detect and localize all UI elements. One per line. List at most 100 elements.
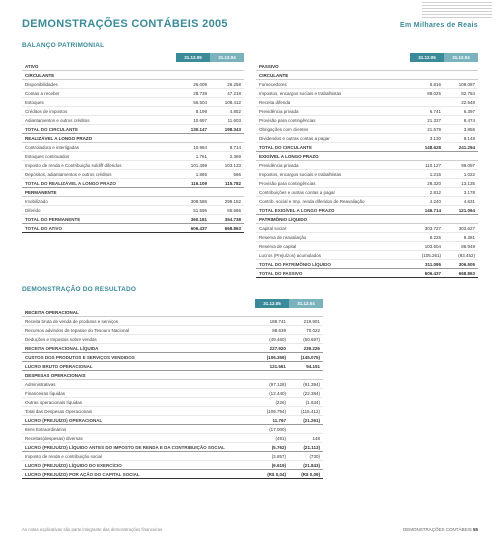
row-val1: (9.619) (255, 461, 289, 470)
row-label: Estoques continuados (22, 152, 176, 161)
row-val2: (93.452) (444, 251, 478, 260)
row-label: TOTAL DO PERMANENTE (22, 215, 176, 224)
row-val2: (R$ 0,09) (289, 470, 323, 479)
row-val2: 566 (210, 170, 244, 179)
row-val1: 8.199 (176, 107, 210, 116)
row-val1: (R$ 0,04) (255, 470, 289, 479)
row-val1: (5.762) (255, 443, 289, 452)
row-val2 (444, 152, 478, 161)
row-label: DESPESAS OPERACIONAIS (22, 371, 255, 380)
row-label: Previdência privada (256, 107, 410, 116)
row-label: Obrigações com clientes (256, 125, 410, 134)
row-val1: 51.595 (176, 206, 210, 215)
row-label: Receitas(despesas) diversas (22, 434, 255, 443)
row-val1: 4.240 (410, 197, 444, 206)
row-label: Impostos, encargos sociais e trabalhista… (256, 89, 410, 98)
row-val1: 103.504 (410, 242, 444, 251)
row-val1: 3.130 (410, 134, 444, 143)
row-val2: 109.087 (444, 80, 478, 89)
row-label: ATIVO (22, 62, 176, 71)
row-val2: (115.412) (289, 407, 323, 416)
row-label: REALIZÁVEL A LONGO PRAZO (22, 134, 176, 143)
row-val2: 4.852 (210, 107, 244, 116)
row-label: Previdência privada (256, 161, 410, 170)
row-val1: 26.009 (176, 80, 210, 89)
row-val2 (289, 308, 323, 317)
row-val2: 219.901 (289, 317, 323, 326)
row-val1: 101.499 (176, 161, 210, 170)
row-val2 (444, 215, 478, 224)
row-label: LUCRO (PREJUÍZO) LÍQUIDO ANTES DO IMPOST… (22, 443, 255, 452)
row-label: Disponibilidades (22, 80, 176, 89)
page-number: DEMONSTRAÇÕES CONTÁBEIS 55 (403, 527, 478, 532)
row-val2 (444, 71, 478, 80)
row-val2: 115.782 (210, 179, 244, 188)
row-label: Imposto de renda e contribuição social (22, 452, 255, 461)
row-val1: 21.337 (410, 116, 444, 125)
row-label: TOTAL DO CIRCULANTE (22, 125, 176, 134)
result-table: 31.12.05 31.12.04 RECEITA OPERACIONALRec… (22, 299, 323, 479)
row-val2: 70.022 (289, 326, 323, 335)
row-val1: 89.025 (410, 89, 444, 98)
row-label: Deduções e Impostos sobre vendas (22, 335, 255, 344)
balance-left-table: 31.12.05 31.12.04 ATIVOCIRCULANTEDisponi… (22, 53, 244, 233)
row-val1 (410, 62, 444, 71)
row-val2: (1.634) (289, 398, 323, 407)
row-label: PATRIMÔNIO LÍQUIDO (256, 215, 410, 224)
row-label: PERMANENTE (22, 188, 176, 197)
row-val2 (210, 188, 244, 197)
row-label: RECEITA OPERACIONAL LÍQUIDA (22, 344, 255, 353)
col-date2: 31.12.04 (289, 299, 323, 308)
row-val2: 103.133 (210, 161, 244, 170)
row-label: TOTAL DO ATIVO (22, 224, 176, 233)
row-val1: 188.741 (255, 317, 289, 326)
row-label: CIRCULANTE (22, 71, 176, 80)
row-val2: 4.631 (444, 197, 478, 206)
row-label: Controladora e interligadas (22, 143, 176, 152)
row-val1: 6.816 (410, 80, 444, 89)
row-val2: (21.261) (289, 416, 323, 425)
row-val1: (97.128) (255, 380, 289, 389)
row-label: Reserva de capital (256, 242, 410, 251)
row-val2: 148 (289, 434, 323, 443)
row-label: Total das Despesas Operacionais (22, 407, 255, 416)
col-date2: 31.12.04 (444, 53, 478, 62)
row-val2: 303.627 (444, 224, 478, 233)
row-label: Receita bruta de venda de produtos e ser… (22, 317, 255, 326)
row-val1 (176, 188, 210, 197)
row-label: Impostos, encargos sociais e trabalhista… (256, 170, 410, 179)
row-label: Dividendos e outras contas a pagar (256, 134, 410, 143)
row-val1: 11.767 (255, 416, 289, 425)
balance-left: 31.12.05 31.12.04 ATIVOCIRCULANTEDisponi… (22, 53, 244, 278)
row-val2: 8.474 (444, 116, 478, 125)
row-label: LUCRO (PREJUÍZO) LÍQUIDO DO EXERCÍCIO (22, 461, 255, 470)
row-val1: 2.812 (410, 188, 444, 197)
row-val2 (210, 134, 244, 143)
row-val2: 108.412 (210, 98, 244, 107)
row-val2 (289, 425, 323, 434)
row-val1: 360.181 (176, 215, 210, 224)
row-val1: (226) (255, 398, 289, 407)
row-val2 (444, 62, 478, 71)
row-label: Depósitos, adiantamentos e outros crédit… (22, 170, 176, 179)
row-label: Recursos advindos de repasse do Tesouro … (22, 326, 255, 335)
row-val2: 26.258 (210, 80, 244, 89)
row-label: Imposto de renda e Contribuição soldiff … (22, 161, 176, 170)
balance-right: 31.12.05 31.12.04 PASSIVOCIRCULANTEForne… (256, 53, 478, 278)
row-label: CUSTOS DOS PRODUTOS E SERVIÇOS VENDIDOS (22, 353, 255, 362)
row-label: Estoques (22, 98, 176, 107)
row-val1: 311.095 (410, 260, 444, 269)
decorative-rules (422, 2, 492, 20)
row-label: Capital social (256, 224, 410, 233)
row-label: Contribuições e outras contas a pagar (256, 188, 410, 197)
row-val1: (491) (255, 434, 289, 443)
row-val2: 99.097 (444, 161, 478, 170)
row-val1: 308.586 (176, 197, 210, 206)
row-val2: (22.384) (289, 389, 323, 398)
row-val2: 22.548 (444, 98, 478, 107)
row-label: Adiantamentos e outros créditos (22, 116, 176, 125)
row-label: TOTAL DO PATRIMÔNIO LÍQUIDO (256, 260, 410, 269)
row-label: Provisão para contingências (256, 179, 410, 188)
row-label: Imobilizado (22, 197, 176, 206)
title-subtitle: Em Milhares de Reais (400, 22, 478, 29)
